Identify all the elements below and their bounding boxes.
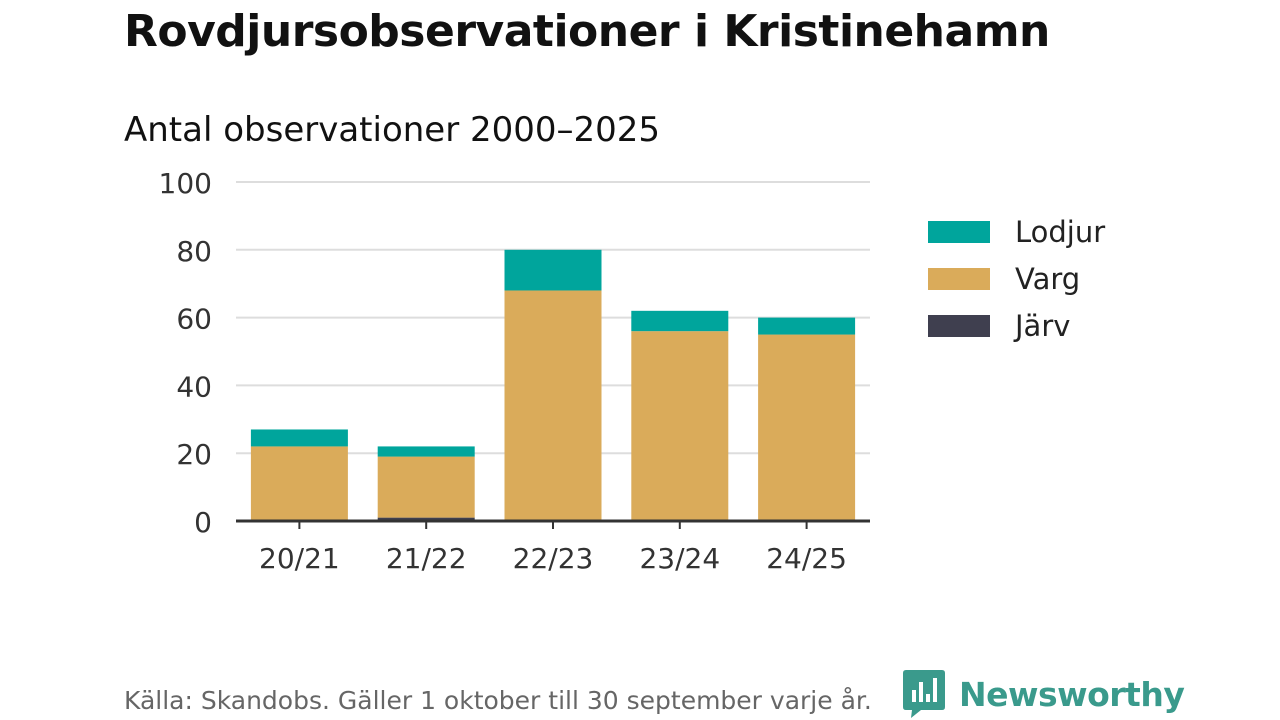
bar-segment xyxy=(250,429,348,447)
chart-subtitle: Antal observationer 2000–2025 xyxy=(124,110,661,150)
legend-swatch xyxy=(928,314,990,337)
bar-segment xyxy=(758,334,856,521)
y-tick-label: 20 xyxy=(176,438,212,471)
legend-swatch xyxy=(928,267,990,290)
y-tick-label: 80 xyxy=(176,235,212,268)
legend-swatch xyxy=(928,220,990,243)
y-tick-label: 100 xyxy=(159,167,212,200)
bar-segment xyxy=(250,446,348,521)
chart-title: Rovdjursobservationer i Kristinehamn xyxy=(124,6,1050,57)
x-tick-label: 20/21 xyxy=(259,542,340,575)
bar-segment xyxy=(377,446,475,457)
bar-segment xyxy=(631,331,729,521)
newsworthy-logo-icon xyxy=(903,670,945,718)
y-tick-label: 60 xyxy=(176,303,212,336)
bar-segment xyxy=(504,290,602,521)
bar-segment xyxy=(631,310,729,332)
chart-legend: Lodjur Varg Järv xyxy=(928,208,1105,349)
legend-label: Järv xyxy=(1015,308,1071,343)
legend-item: Lodjur xyxy=(928,208,1105,255)
legend-label: Lodjur xyxy=(1015,214,1106,249)
bar-segment xyxy=(758,317,856,335)
source-note: Källa: Skandobs. Gäller 1 oktober till 3… xyxy=(124,686,872,715)
x-tick-label: 23/24 xyxy=(639,542,720,575)
brand-name: Newsworthy xyxy=(959,674,1185,714)
legend-label: Varg xyxy=(1015,261,1081,296)
stacked-bar-chart: 0 20 40 60 80 100 20/21 21/22 22/23 23/24 24/25 xyxy=(159,167,870,575)
y-tick-label: 40 xyxy=(176,370,212,403)
brand-logo: Newsworthy xyxy=(903,670,1185,718)
bar-segment xyxy=(377,456,475,518)
x-tick-label: 22/23 xyxy=(513,542,594,575)
x-tick-label: 21/22 xyxy=(386,542,467,575)
bar-segment xyxy=(504,249,602,291)
x-tick-label: 24/25 xyxy=(766,542,847,575)
bar-segment xyxy=(377,517,475,521)
y-tick-label: 0 xyxy=(194,506,212,539)
legend-item: Varg xyxy=(928,255,1105,302)
legend-item: Järv xyxy=(928,302,1105,349)
